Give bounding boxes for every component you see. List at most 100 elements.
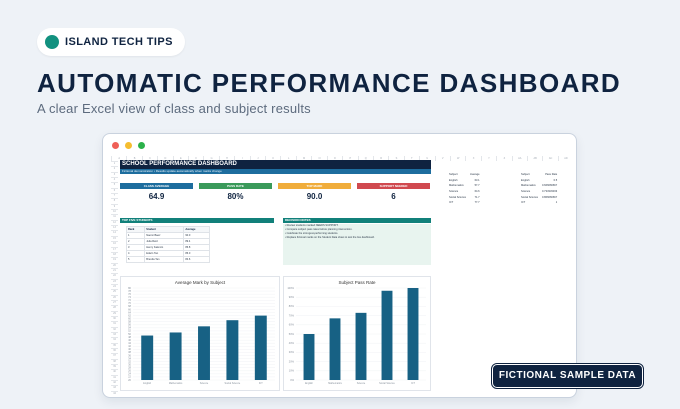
column-letter[interactable]: N	[311, 156, 326, 161]
column-letter[interactable]: B	[126, 156, 141, 161]
close-window-icon[interactable]	[112, 141, 119, 149]
row-number[interactable]: 28	[111, 305, 118, 310]
table-cell[interactable]: 0.5	[553, 178, 558, 182]
column-letter[interactable]: W	[449, 156, 465, 161]
column-letter[interactable]: R	[372, 156, 388, 161]
row-number[interactable]: 35	[111, 342, 118, 348]
column-letter[interactable]: Y	[480, 156, 496, 161]
row-number[interactable]: 24	[111, 283, 118, 289]
column-letter[interactable]: F	[188, 156, 203, 161]
average-mark-chart[interactable]: Average Mark by Subject 20 22 24 26 28 30 32 34…	[120, 276, 280, 391]
table-cell[interactable]: English	[521, 178, 530, 182]
column-letter[interactable]: V	[434, 156, 450, 161]
column-letter[interactable]: C	[141, 156, 157, 161]
table-cell[interactable]: 64.6	[474, 190, 480, 194]
table-cell[interactable]: 1	[555, 201, 558, 205]
row-number[interactable]: 11	[111, 214, 118, 219]
table-cell[interactable]: 0.866666667	[542, 195, 558, 199]
row-number[interactable]: 30	[111, 315, 118, 321]
row-number[interactable]: 20	[111, 262, 118, 268]
table-cell[interactable]: Science	[521, 190, 531, 194]
row-number[interactable]: 38	[111, 358, 118, 364]
maximize-window-icon[interactable]	[138, 141, 145, 149]
column-letter[interactable]: I	[234, 156, 249, 161]
table-cell[interactable]: 0.733333333	[542, 190, 558, 194]
row-number[interactable]: 40	[111, 369, 118, 374]
column-letter[interactable]: A	[111, 156, 126, 161]
row-number[interactable]: 41	[111, 374, 118, 380]
column-letter[interactable]: S	[388, 156, 403, 161]
column-letter[interactable]: AC	[542, 156, 557, 161]
table-cell[interactable]: Mathematics	[521, 184, 536, 188]
table-cell[interactable]: English	[449, 178, 458, 182]
minimize-window-icon[interactable]	[125, 141, 132, 149]
column-letter[interactable]: AD	[557, 156, 573, 161]
row-number[interactable]: 36	[111, 348, 118, 353]
row-number[interactable]: 29	[111, 310, 118, 316]
table-cell[interactable]: Science	[449, 190, 459, 194]
pass-rate-chart[interactable]: Subject Pass Rate 0% 10% 20% 30% 40% 50% 60% 70…	[283, 276, 431, 391]
table-cell[interactable]: ICT	[521, 201, 526, 205]
row-number[interactable]: 17	[111, 246, 118, 252]
row-number[interactable]: 4	[111, 177, 118, 182]
column-letter[interactable]: D	[157, 156, 172, 161]
row-number[interactable]: 34	[111, 337, 118, 342]
row-number[interactable]: 19	[111, 257, 118, 262]
row-number[interactable]: 39	[111, 364, 118, 369]
table-cell[interactable]: 0.666666667	[542, 184, 558, 188]
row-number[interactable]: 13	[111, 225, 118, 230]
row-number[interactable]: 22	[111, 273, 118, 278]
table-cell[interactable]: 84.6	[183, 256, 210, 263]
column-letter[interactable]: P	[342, 156, 357, 161]
row-number[interactable]: 15	[111, 235, 118, 241]
column-letter[interactable]: M	[295, 156, 311, 161]
column-letter[interactable]: L	[280, 156, 295, 161]
row-number[interactable]: 23	[111, 278, 118, 284]
table-cell[interactable]: 57.7	[474, 184, 480, 188]
row-number[interactable]: 10	[111, 209, 118, 214]
row-number[interactable]: 43	[111, 385, 118, 390]
column-letter[interactable]: X	[465, 156, 480, 161]
row-number[interactable]: 26	[111, 294, 118, 300]
column-letter[interactable]: Z	[496, 156, 511, 161]
column-letter[interactable]: G	[203, 156, 218, 161]
column-letter[interactable]: Q	[357, 156, 373, 161]
row-number[interactable]: 27	[111, 299, 118, 305]
column-letter[interactable]: J	[249, 156, 265, 161]
row-number[interactable]: 33	[111, 332, 118, 337]
row-number[interactable]: 32	[111, 326, 118, 332]
row-number[interactable]: 37	[111, 353, 118, 358]
row-number[interactable]: 12	[111, 219, 118, 225]
column-letter[interactable]: T	[403, 156, 419, 161]
column-letter[interactable]: AA	[511, 156, 527, 161]
table-cell[interactable]: Brenda Tan	[144, 256, 185, 263]
table-cell[interactable]: 71.7	[474, 195, 480, 199]
column-letter[interactable]: E	[172, 156, 188, 161]
column-letter[interactable]: U	[419, 156, 434, 161]
column-letter[interactable]: AB	[526, 156, 542, 161]
row-number[interactable]: 1	[111, 161, 118, 166]
column-letter[interactable]: K	[265, 156, 280, 161]
row-number[interactable]: 8	[111, 198, 118, 203]
row-number[interactable]: 25	[111, 289, 118, 294]
table-cell[interactable]: 63.1	[474, 178, 480, 182]
table-cell[interactable]: Social Science	[521, 195, 539, 199]
table-cell[interactable]: Mathematics	[449, 184, 464, 188]
table-cell[interactable]: 77.7	[474, 201, 480, 205]
row-number[interactable]: 5	[111, 182, 118, 187]
table-cell[interactable]: Social Science	[449, 195, 467, 199]
row-number[interactable]: 3	[111, 171, 118, 177]
row-number[interactable]: 7	[111, 193, 118, 198]
row-number[interactable]: 16	[111, 241, 118, 246]
column-letter[interactable]: O	[326, 156, 342, 161]
row-number[interactable]: 42	[111, 380, 118, 385]
row-number[interactable]: 21	[111, 267, 118, 273]
row-number[interactable]: 44	[111, 390, 118, 396]
row-number[interactable]: 6	[111, 187, 118, 193]
row-number[interactable]: 2	[111, 166, 118, 171]
row-number[interactable]: 18	[111, 251, 118, 257]
row-number[interactable]: 9	[111, 203, 118, 209]
column-letter[interactable]: H	[218, 156, 234, 161]
table-cell[interactable]: ICT	[449, 201, 454, 205]
